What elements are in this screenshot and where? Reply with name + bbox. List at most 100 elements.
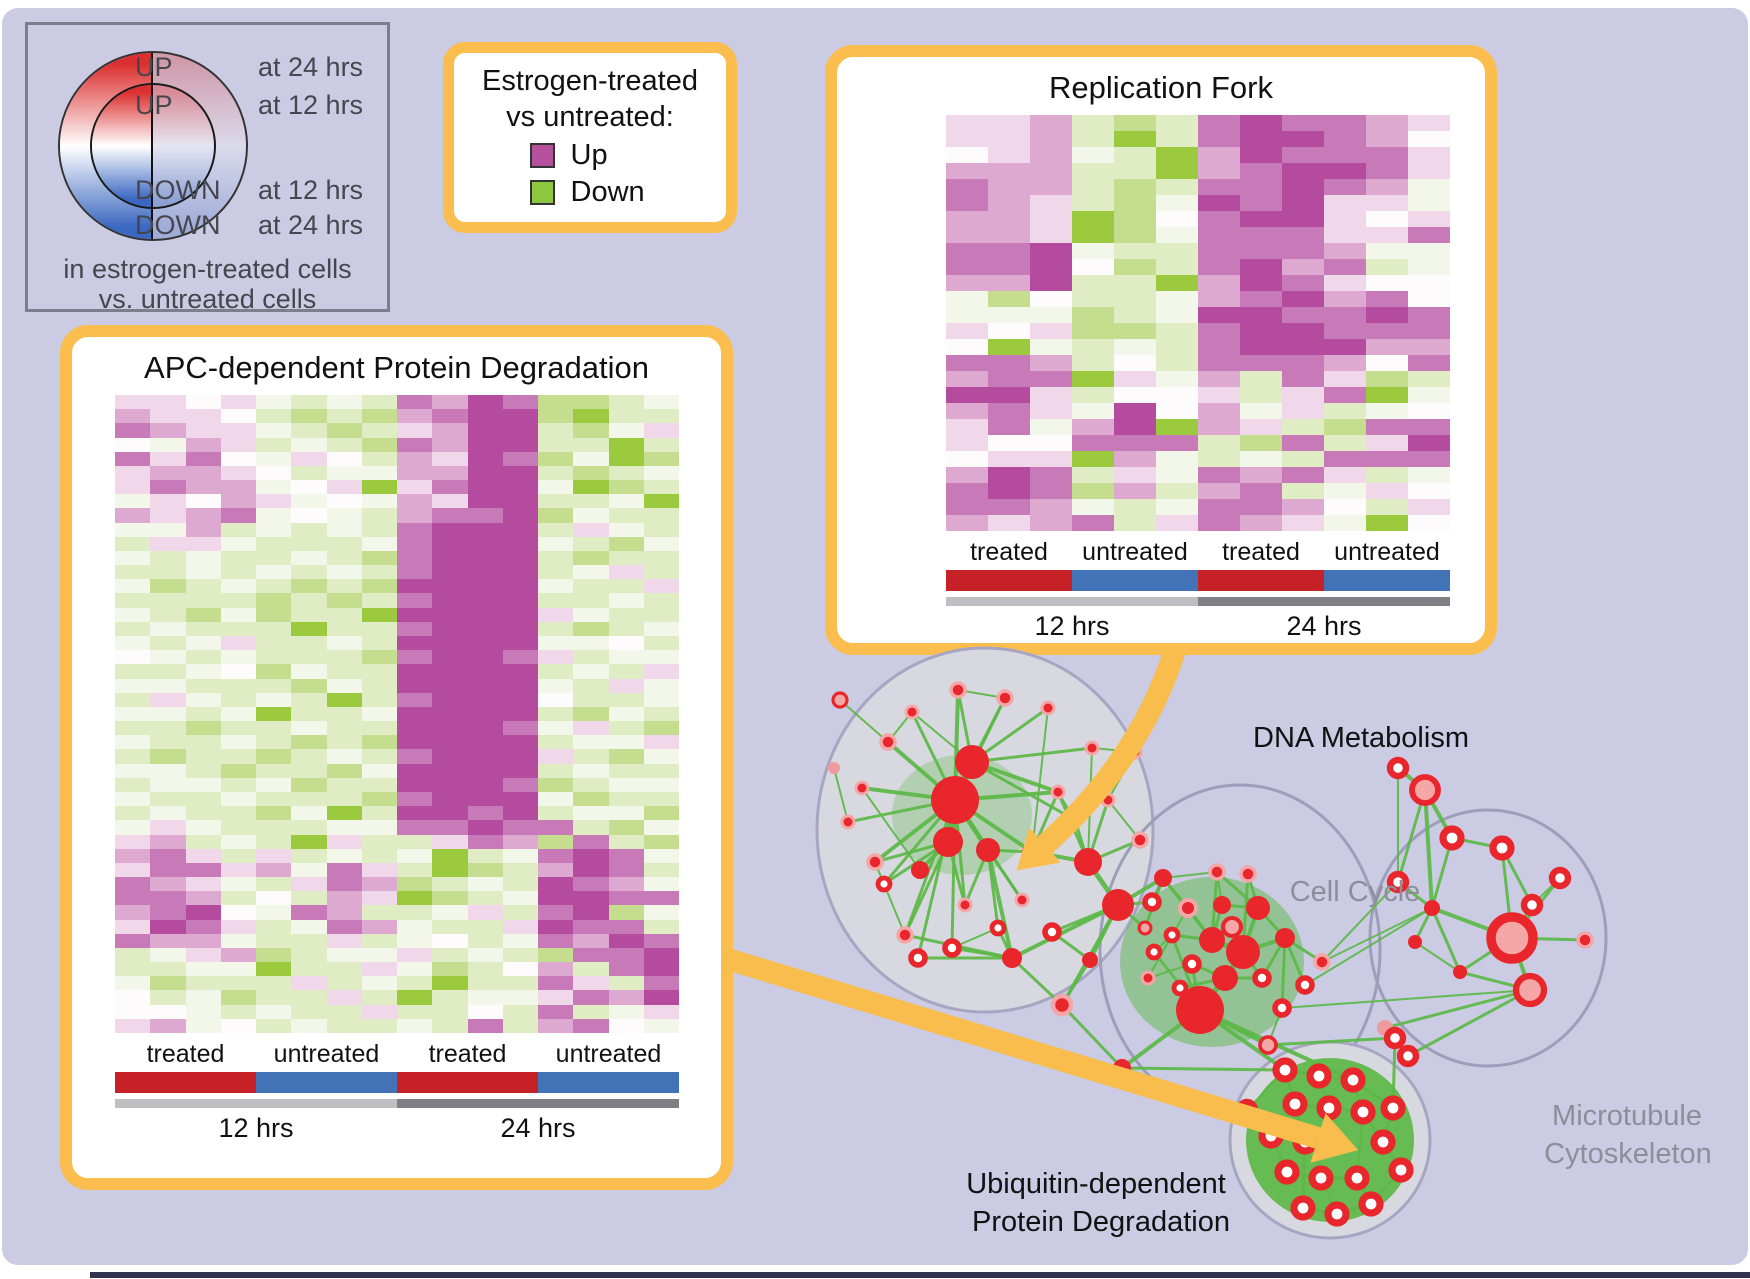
- heatmap-cell: [185, 877, 221, 892]
- heatmap-cell: [361, 437, 397, 452]
- heatmap-cell: [220, 919, 256, 934]
- heatmap-cell: [1282, 195, 1324, 211]
- heatmap-cell: [115, 494, 151, 509]
- heatmap-cell: [361, 1018, 397, 1033]
- heatmap-cell: [1240, 387, 1282, 403]
- heatmap-cell: [643, 791, 679, 807]
- heatmap-cell: [467, 650, 503, 665]
- heatmap-cell: [115, 451, 151, 466]
- heatmap-cell: [643, 721, 679, 736]
- heatmap-cell: [150, 565, 186, 580]
- heatmap-cell: [1156, 515, 1198, 531]
- heatmap-cell: [432, 777, 468, 792]
- heatmap-cell: [502, 777, 538, 792]
- heatmap-cell: [538, 721, 574, 736]
- heatmap-cell: [326, 976, 362, 991]
- heatmap-cell: [467, 451, 503, 466]
- heatmap-cell: [1072, 131, 1114, 147]
- heatmap-cell: [220, 678, 256, 693]
- heatmap-cell: [1240, 147, 1282, 163]
- heatmap-cell: [326, 990, 362, 1005]
- heatmap-cell: [1282, 323, 1324, 339]
- heatmap-cell: [1240, 227, 1282, 243]
- heatmap-cell: [326, 763, 362, 778]
- heatmap-cell: [185, 593, 221, 608]
- heatmap-cell: [361, 664, 397, 679]
- heatmap-cell: [397, 905, 433, 920]
- heatmap-cell: [1072, 323, 1114, 339]
- heatmap-cell: [256, 607, 292, 622]
- ring-legend-caption-line1: in estrogen-treated cells: [63, 254, 352, 284]
- heatmap-cell: [988, 275, 1030, 291]
- heatmap-cell: [573, 494, 609, 509]
- heatmap-cell: [1198, 243, 1240, 259]
- rf-time-labels: 12 hrs 24 hrs: [946, 611, 1450, 642]
- heatmap-cell: [946, 195, 988, 211]
- heatmap-cell: [1156, 195, 1198, 211]
- heatmap-cell: [608, 976, 644, 991]
- heatmap-cell: [291, 522, 327, 537]
- heatmap-cell: [115, 664, 151, 679]
- heatmap-cell: [326, 777, 362, 792]
- heatmap-cell: [291, 579, 327, 594]
- heatmap-cell: [1240, 291, 1282, 307]
- heatmap-cell: [397, 919, 433, 934]
- heatmap-cell: [1114, 259, 1156, 275]
- heatmap-cell: [1366, 403, 1408, 419]
- heatmap-cell: [1156, 467, 1198, 483]
- heatmap-cell: [538, 962, 574, 977]
- heatmap-cell: [608, 621, 644, 637]
- heatmap-cell: [115, 976, 151, 991]
- heatmap-cell: [1240, 499, 1282, 515]
- heatmap-cell: [115, 806, 151, 821]
- heatmap-cell: [502, 919, 538, 934]
- heatmap-cell: [1198, 323, 1240, 339]
- heatmap-cell: [1282, 339, 1324, 355]
- heatmap-cell: [502, 664, 538, 679]
- heatmap-cell: [643, 565, 679, 580]
- heatmap-cell: [573, 621, 609, 637]
- heatmap-cell: [1408, 291, 1450, 307]
- heatmap-cell: [1030, 307, 1072, 323]
- heatmap-cell: [1072, 243, 1114, 259]
- heatmap-cell: [256, 791, 292, 807]
- heatmap-cell: [643, 962, 679, 977]
- heatmap-cell: [432, 494, 468, 509]
- heatmap-cell: [1324, 323, 1366, 339]
- heatmap-cell: [256, 848, 292, 863]
- heatmap-cell: [1282, 451, 1324, 467]
- heatmap-cell: [1114, 291, 1156, 307]
- heatmap-cell: [256, 891, 292, 906]
- heatmap-cell: [643, 451, 679, 466]
- heatmap-cell: [115, 508, 151, 523]
- heatmap-cell: [1240, 275, 1282, 291]
- heatmap-cell: [256, 494, 292, 509]
- heatmap-cell: [256, 480, 292, 495]
- heatmap-cell: [1240, 451, 1282, 467]
- heatmap-cell: [1282, 163, 1324, 179]
- heatmap-cell: [643, 692, 679, 707]
- heatmap-cell: [432, 962, 468, 977]
- heatmap-cell: [150, 1018, 186, 1033]
- heatmap-cell: [573, 919, 609, 934]
- heatmap-cell: [538, 791, 574, 807]
- heatmap-cell: [467, 579, 503, 594]
- heatmap-cell: [432, 848, 468, 863]
- heatmap-cell: [1324, 275, 1366, 291]
- heatmap-cell: [1324, 467, 1366, 483]
- cluster-label-microtubule-line2: Cytoskeleton: [1544, 1138, 1712, 1170]
- apc-bar-treated-12: [115, 1072, 256, 1093]
- heatmap-cell: [115, 423, 151, 438]
- heatmap-cell: [150, 607, 186, 622]
- heatmap-cell: [220, 1018, 256, 1033]
- heatmap-cell: [185, 536, 221, 551]
- heatmap-cell: [397, 650, 433, 665]
- heatmap-cell: [467, 565, 503, 580]
- heatmap-cell: [291, 905, 327, 920]
- heatmap-cell: [467, 1004, 503, 1019]
- heatmap-cell: [220, 550, 256, 566]
- heatmap-cell: [291, 395, 327, 410]
- heatmap-cell: [1030, 499, 1072, 515]
- heatmap-cell: [291, 593, 327, 608]
